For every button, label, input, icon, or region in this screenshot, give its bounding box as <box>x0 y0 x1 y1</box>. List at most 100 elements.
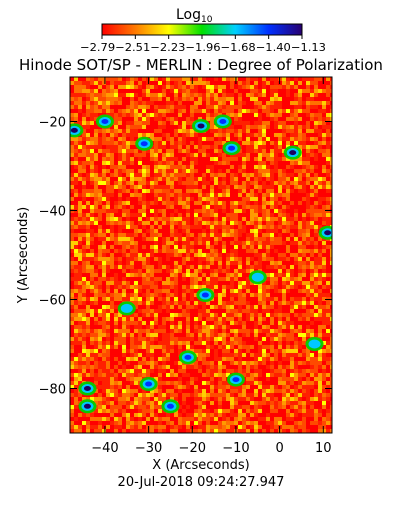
heatmap-cell <box>126 205 130 209</box>
heatmap-cell <box>278 277 282 281</box>
heatmap-cell <box>230 113 234 117</box>
heatmap-cell <box>298 229 302 233</box>
heatmap-cell <box>166 77 170 81</box>
heatmap-cell <box>310 361 314 365</box>
heatmap-cell <box>286 113 290 117</box>
heatmap-cell <box>114 109 118 113</box>
heatmap-cell <box>186 253 190 257</box>
heatmap-cell <box>82 217 86 221</box>
heatmap-cell <box>286 337 290 341</box>
heatmap-cell <box>310 121 314 125</box>
heatmap-cell <box>198 341 202 345</box>
heatmap-cell <box>98 325 102 329</box>
heatmap-cell <box>182 277 186 281</box>
heatmap-cell <box>234 293 238 297</box>
heatmap-cell <box>274 345 278 349</box>
heatmap-cell <box>142 357 146 361</box>
heatmap-cell <box>146 165 150 169</box>
heatmap-cell <box>166 193 170 197</box>
heatmap-cell <box>102 273 106 277</box>
heatmap-cell <box>326 269 330 273</box>
heatmap-cell <box>182 297 186 301</box>
heatmap-cell <box>150 117 154 121</box>
heatmap-cell <box>214 173 218 177</box>
heatmap-cell <box>330 329 332 333</box>
heatmap-cell <box>234 321 238 325</box>
heatmap-cell <box>270 273 274 277</box>
heatmap-cell <box>306 157 310 161</box>
heatmap-cell <box>178 221 182 225</box>
heatmap-cell <box>130 321 134 325</box>
heatmap-cell <box>94 285 98 289</box>
heatmap-cell <box>294 365 298 369</box>
heatmap-cell <box>246 341 250 345</box>
heatmap-cell <box>286 277 290 281</box>
heatmap-cell <box>270 301 274 305</box>
heatmap-cell <box>234 105 238 109</box>
heatmap-cell <box>230 161 234 165</box>
heatmap-cell <box>74 373 78 377</box>
heatmap-cell <box>226 313 230 317</box>
heatmap-cell <box>182 145 186 149</box>
heatmap-cell <box>174 101 178 105</box>
heatmap-cell <box>158 301 162 305</box>
heatmap-cell <box>150 309 154 313</box>
heatmap-cell <box>302 365 306 369</box>
heatmap-cell <box>194 309 198 313</box>
heatmap-cell <box>134 341 138 345</box>
heatmap-cell <box>274 189 278 193</box>
heatmap-cell <box>246 157 250 161</box>
heatmap-cell <box>246 317 250 321</box>
heatmap-cell <box>146 105 150 109</box>
heatmap-cell <box>238 97 242 101</box>
heatmap-cell <box>326 145 330 149</box>
heatmap-cell <box>226 265 230 269</box>
heatmap-cell <box>78 85 82 89</box>
heatmap-cell <box>90 269 94 273</box>
heatmap-cell <box>178 193 182 197</box>
heatmap-cell <box>266 357 270 361</box>
heatmap-cell <box>294 201 298 205</box>
heatmap-cell <box>150 93 154 97</box>
heatmap-cell <box>126 93 130 97</box>
heatmap-cell <box>182 285 186 289</box>
heatmap-cell <box>182 337 186 341</box>
heatmap-cell <box>142 157 146 161</box>
heatmap-cell <box>222 173 226 177</box>
heatmap-cell <box>142 245 146 249</box>
heatmap-cell <box>178 265 182 269</box>
heatmap-cell <box>162 249 166 253</box>
heatmap-cell <box>122 253 126 257</box>
heatmap-cell <box>166 105 170 109</box>
heatmap-cell <box>266 149 270 153</box>
heatmap-cell <box>130 357 134 361</box>
heatmap-cell <box>226 241 230 245</box>
heatmap-cell <box>210 349 214 353</box>
heatmap-cell <box>142 89 146 93</box>
heatmap-cell <box>110 89 114 93</box>
heatmap-cell <box>190 185 194 189</box>
heatmap-cell <box>238 365 242 369</box>
heatmap-cell <box>290 173 294 177</box>
heatmap-cell <box>314 141 318 145</box>
heatmap-cell <box>174 209 178 213</box>
heatmap-cell <box>82 273 86 277</box>
heatmap-cell <box>166 101 170 105</box>
heatmap-cell <box>282 313 286 317</box>
heatmap-cell <box>166 229 170 233</box>
heatmap-cell <box>330 157 332 161</box>
heatmap-cell <box>158 197 162 201</box>
heatmap-cell <box>286 317 290 321</box>
heatmap-cell <box>322 125 326 129</box>
heatmap-cell <box>306 113 310 117</box>
heatmap-cell <box>270 297 274 301</box>
heatmap-cell <box>98 229 102 233</box>
heatmap-cell <box>142 265 146 269</box>
heatmap-cell <box>130 285 134 289</box>
heatmap-cell <box>182 161 186 165</box>
heatmap-cell <box>174 221 178 225</box>
heatmap-cell <box>298 157 302 161</box>
heatmap-cell <box>218 341 222 345</box>
heatmap-cell <box>302 241 306 245</box>
heatmap-cell <box>298 289 302 293</box>
